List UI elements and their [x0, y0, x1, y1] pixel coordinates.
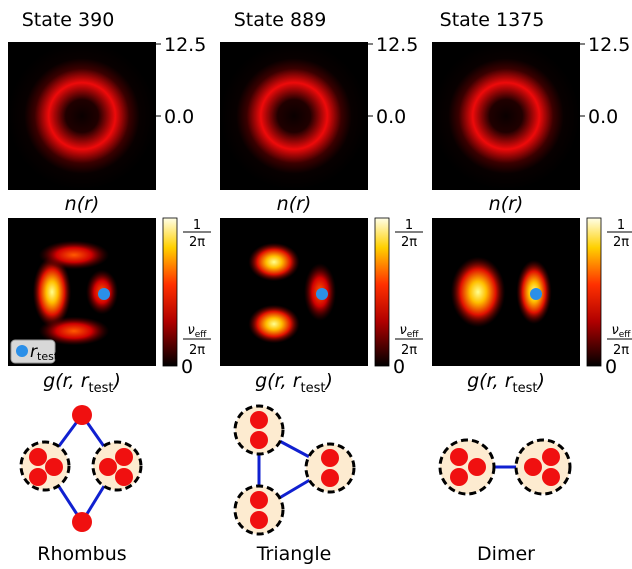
colorbar-top-numerator: 1	[617, 218, 625, 233]
correlation-image	[220, 218, 368, 366]
correlation-label: g(r, rtest)	[467, 370, 545, 396]
colorbar-top-denominator: 2π	[613, 235, 629, 250]
text-part: g(r, r	[467, 370, 514, 392]
text-part: )	[535, 370, 544, 392]
text-part: test	[513, 381, 538, 396]
text-part: ν	[187, 323, 194, 338]
correlation-label: g(r, rtest)	[255, 370, 333, 396]
figure: State 39012.50.0n(r)g(r, rtest)12πνeff2π…	[0, 0, 632, 565]
correlation-blob	[39, 241, 109, 270]
panel-title: State 390	[22, 9, 115, 31]
y-tick-label: 12.5	[376, 34, 418, 56]
density-image	[8, 42, 156, 190]
dimer-diagram	[440, 440, 570, 494]
text-part: g(r, r	[255, 370, 302, 392]
y-tick-label: 0.0	[588, 106, 618, 128]
colorbar	[375, 218, 389, 366]
text-part: test	[89, 381, 114, 396]
y-tick-label: 0.0	[164, 106, 194, 128]
colorbar-bottom: 0	[605, 356, 617, 378]
density-image	[432, 42, 580, 190]
text-part: )	[323, 370, 332, 392]
density-label: n(r)	[489, 193, 524, 215]
panel-title: State 1375	[440, 9, 545, 31]
colorbar-top-numerator: 1	[405, 218, 413, 233]
colorbar-top-denominator: 2π	[189, 235, 205, 250]
text-part: )	[111, 370, 120, 392]
colorbar-mid-numerator: νeff	[611, 323, 631, 340]
text-part: g(r, r	[43, 370, 90, 392]
text-part: test	[37, 350, 59, 363]
shape-name: Dimer	[477, 543, 535, 565]
correlation-blob	[248, 305, 299, 343]
density-label: n(r)	[277, 193, 312, 215]
colorbar-bottom: 0	[393, 356, 405, 378]
y-tick-label: 0.0	[376, 106, 406, 128]
text-part: ν	[399, 323, 406, 338]
rhombus-diagram	[21, 405, 141, 532]
colorbar-mid-numerator: νeff	[399, 323, 419, 340]
colorbar-top-numerator: 1	[193, 218, 201, 233]
triangle-diagram	[235, 406, 354, 534]
colorbar	[587, 218, 601, 366]
legend-marker	[16, 345, 28, 357]
test-point	[98, 288, 110, 300]
y-tick-label: 12.5	[164, 34, 206, 56]
panel-title: State 889	[234, 9, 327, 31]
colorbar-top-denominator: 2π	[401, 235, 417, 250]
colorbar-mid-numerator: νeff	[187, 323, 207, 340]
density-label: n(r)	[65, 193, 100, 215]
text-part: test	[301, 381, 326, 396]
test-point	[530, 288, 542, 300]
shape-name: Rhombus	[37, 543, 126, 565]
shape-name: Triangle	[256, 543, 332, 565]
correlation-label: g(r, rtest)	[43, 370, 121, 396]
density-image	[220, 42, 368, 190]
correlation-blob	[451, 257, 505, 327]
correlation-blob	[248, 243, 299, 281]
y-tick-label: 12.5	[588, 34, 630, 56]
text-part: ν	[611, 323, 618, 338]
colorbar	[163, 218, 177, 366]
colorbar-bottom: 0	[181, 356, 193, 378]
test-point	[316, 288, 328, 300]
